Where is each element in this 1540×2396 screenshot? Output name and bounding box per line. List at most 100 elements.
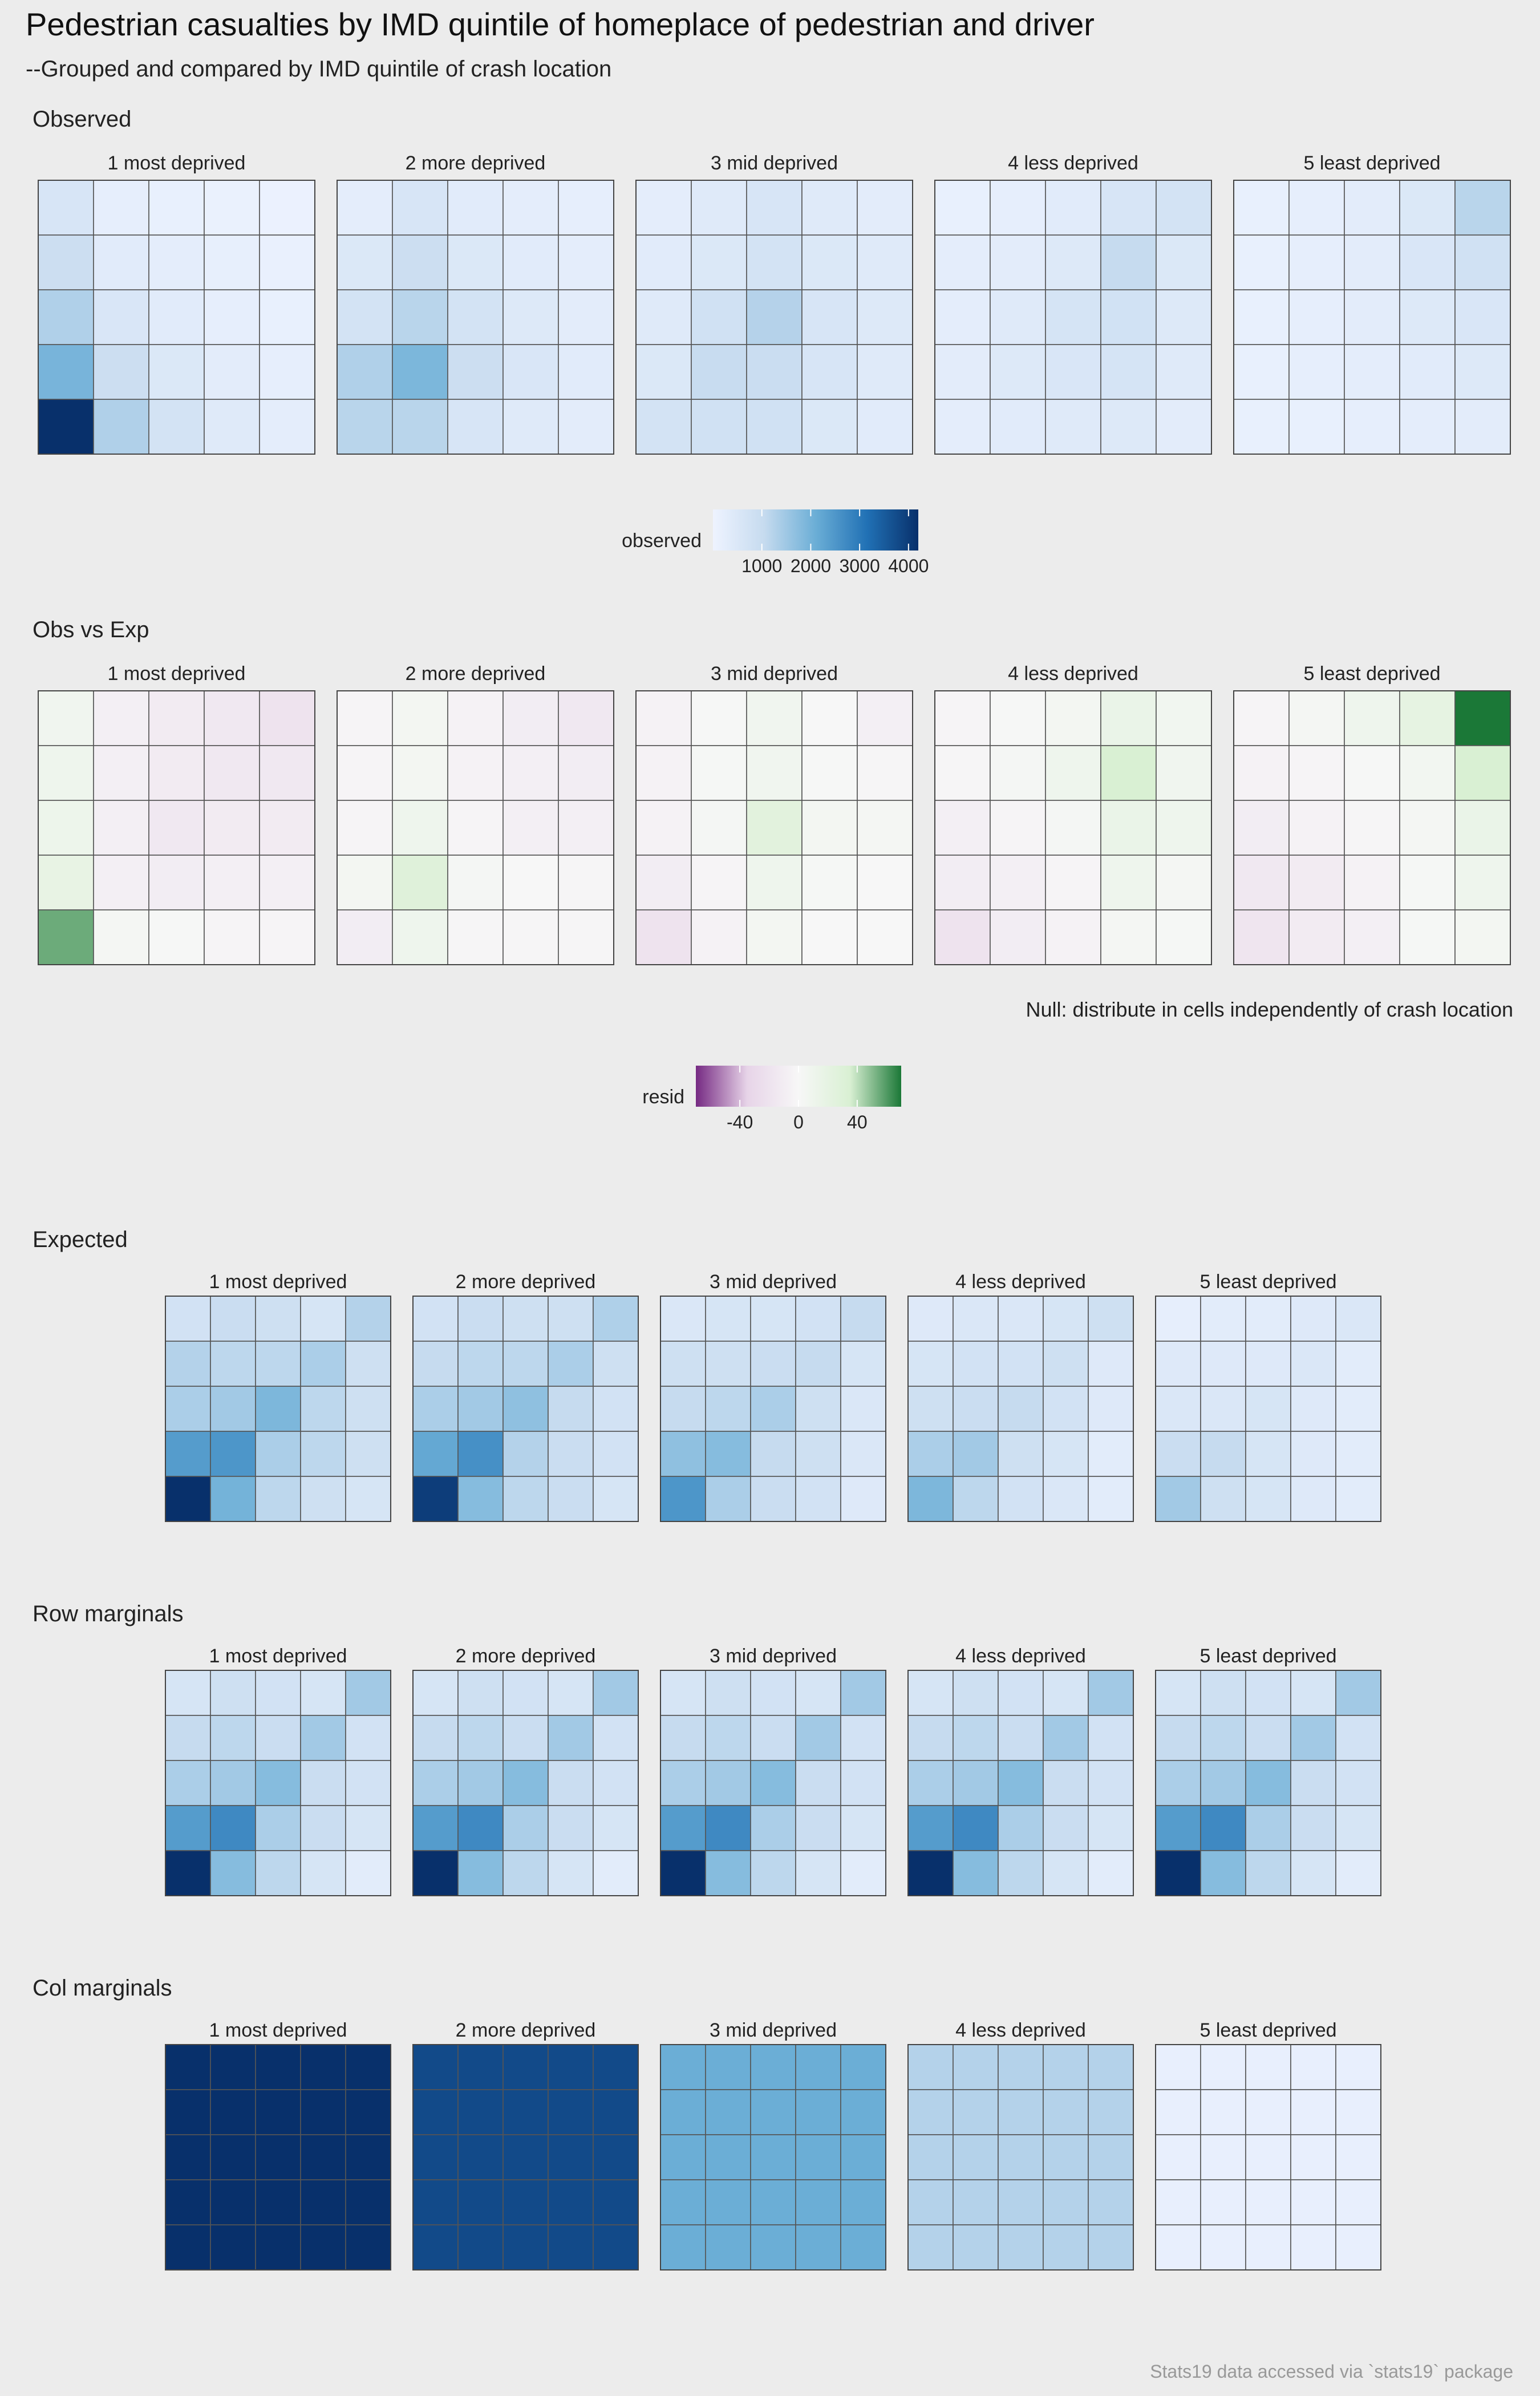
heatmap-cell — [392, 800, 448, 856]
heatmap-cell — [392, 289, 448, 345]
heatmap-cell — [1043, 1760, 1089, 1806]
heatmap-cell — [447, 344, 504, 400]
heatmap-cell — [705, 1386, 751, 1432]
heatmap-cell — [1344, 909, 1400, 965]
heatmap-cell — [148, 399, 205, 455]
heatmap-cell — [1288, 344, 1345, 400]
heatmap-cell — [1245, 1715, 1291, 1761]
heatmap-cell — [502, 1296, 549, 1342]
heatmap-cell — [660, 1670, 706, 1716]
facet-frame — [1233, 180, 1511, 455]
heatmap-cell — [1088, 1715, 1134, 1761]
heatmap-cell — [635, 800, 692, 856]
heatmap-cell — [691, 289, 747, 345]
heatmap-cell — [204, 690, 260, 746]
heatmap-cell — [93, 180, 149, 236]
heatmap-cell — [1233, 909, 1290, 965]
heatmap-cell — [1245, 1341, 1291, 1387]
heatmap-cell — [746, 289, 803, 345]
heatmap-cell — [953, 1476, 999, 1522]
heatmap-cell — [990, 180, 1046, 236]
heatmap-cell — [1290, 1431, 1336, 1477]
heatmap-cell — [840, 1850, 886, 1896]
heatmap-cell — [345, 2044, 391, 2090]
heatmap-cell — [1335, 1850, 1381, 1896]
heatmap-cell — [502, 1341, 549, 1387]
heatmap-cell — [1399, 855, 1456, 910]
heatmap-cell — [204, 180, 260, 236]
heatmap-cell — [558, 800, 614, 856]
heatmap-cell — [990, 690, 1046, 746]
heatmap-cell — [1155, 1850, 1201, 1896]
heatmap-cell — [750, 1386, 796, 1432]
heatmap-cell — [345, 1296, 391, 1342]
heatmap-cell — [953, 1341, 999, 1387]
heatmap-cell — [165, 2044, 211, 2090]
heatmap-cell — [255, 1850, 301, 1896]
heatmap-cell — [840, 1386, 886, 1432]
heatmap-cell — [1344, 399, 1400, 455]
heatmap-cell — [1200, 1760, 1246, 1806]
heatmap-cell — [345, 2224, 391, 2270]
heatmap-cell — [998, 1760, 1044, 1806]
heatmap-cell — [857, 745, 913, 801]
heatmap-cell — [998, 1670, 1044, 1716]
heatmap-cell — [345, 1715, 391, 1761]
heatmap-cell — [548, 1341, 594, 1387]
heatmap-cell — [593, 2089, 639, 2135]
heatmap-cell — [635, 289, 692, 345]
heatmap-cell — [1290, 2224, 1336, 2270]
heatmap-cell — [148, 855, 205, 910]
heatmap-cell — [502, 855, 559, 910]
heatmap-cell — [558, 289, 614, 345]
heatmap-cell — [255, 2179, 301, 2225]
heatmap-cell — [259, 855, 315, 910]
heatmap-cell — [907, 2224, 954, 2270]
heatmap-cell — [93, 855, 149, 910]
heatmap-cell — [457, 2089, 504, 2135]
heatmap-cell — [1290, 1296, 1336, 1342]
heatmap-cell — [635, 399, 692, 455]
heatmap-cell — [165, 2089, 211, 2135]
heatmap-cell — [1335, 1431, 1381, 1477]
heatmap-cell — [210, 1296, 256, 1342]
heatmap-cell — [210, 1850, 256, 1896]
heatmap-cell — [38, 745, 94, 801]
heatmap-cell — [210, 1715, 256, 1761]
heatmap-cell — [558, 399, 614, 455]
heatmap-cell — [857, 855, 913, 910]
heatmap-cell — [1156, 344, 1212, 400]
heatmap-cell — [1245, 1850, 1291, 1896]
heatmap-cell — [1454, 180, 1511, 236]
heatmap-cell — [255, 2044, 301, 2090]
heatmap-cell — [447, 909, 504, 965]
heatmap-cell — [1100, 180, 1157, 236]
heatmap-cell — [1088, 2089, 1134, 2135]
heatmap-cell — [593, 1805, 639, 1851]
heatmap-cell — [300, 1386, 346, 1432]
heatmap-cell — [300, 2134, 346, 2180]
heatmap-cell — [840, 1760, 886, 1806]
heatmap-cell — [345, 1386, 391, 1432]
heatmap-cell — [840, 2044, 886, 2090]
heatmap-cell — [447, 180, 504, 236]
heatmap-cell — [1335, 1670, 1381, 1716]
heatmap-cell — [998, 2179, 1044, 2225]
heatmap-cell — [795, 1850, 841, 1896]
heatmap-cell — [38, 399, 94, 455]
heatmap-cell — [1045, 344, 1101, 400]
facet-label: 2 more deprived — [406, 663, 546, 685]
heatmap-cell — [840, 2179, 886, 2225]
heatmap-cell — [412, 2224, 459, 2270]
heatmap-cell — [392, 745, 448, 801]
heatmap-cell — [548, 2179, 594, 2225]
heatmap-cell — [337, 800, 393, 856]
heatmap-cell — [558, 180, 614, 236]
heatmap-cell — [1156, 180, 1212, 236]
note-text: Null: distribute in cells independently … — [1026, 998, 1513, 1021]
heatmap-cell — [148, 745, 205, 801]
facet-frame — [660, 1296, 886, 1522]
heatmap-cell — [392, 399, 448, 455]
heatmap-cell — [750, 1296, 796, 1342]
heatmap-cell — [1344, 234, 1400, 290]
